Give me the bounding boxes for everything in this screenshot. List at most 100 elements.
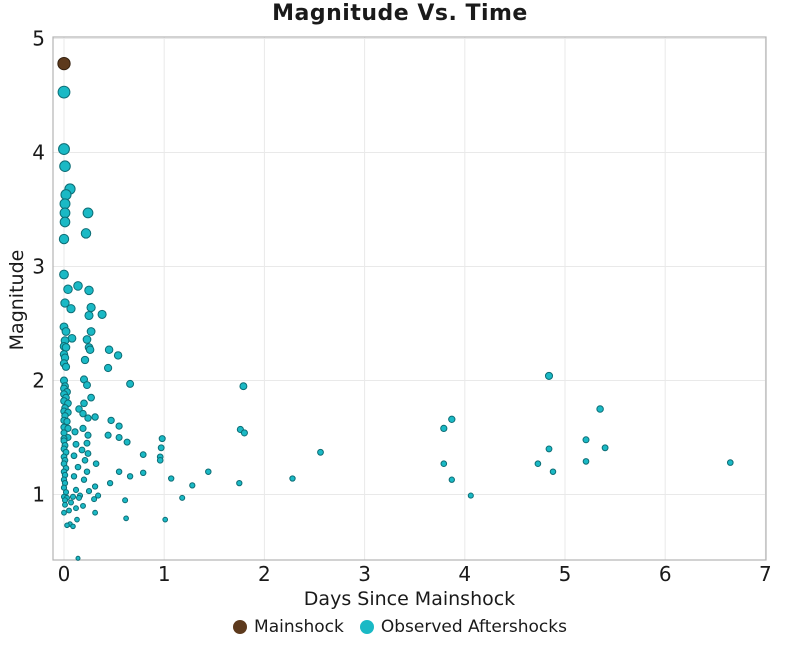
aftershock-point[interactable] bbox=[123, 438, 131, 446]
aftershock-point[interactable] bbox=[239, 382, 248, 391]
aftershock-point[interactable] bbox=[57, 85, 71, 99]
aftershock-point[interactable] bbox=[83, 439, 91, 447]
aftershock-point[interactable] bbox=[448, 476, 455, 483]
aftershock-point[interactable] bbox=[582, 458, 590, 465]
aftershock-point[interactable] bbox=[122, 497, 129, 504]
aftershock-point[interactable] bbox=[139, 469, 147, 477]
aftershock-point[interactable] bbox=[467, 492, 474, 499]
aftershock-point[interactable] bbox=[80, 502, 86, 509]
aftershock-point[interactable] bbox=[58, 233, 70, 245]
aftershock-point[interactable] bbox=[582, 436, 590, 444]
aftershock-point[interactable] bbox=[79, 424, 87, 432]
aftershock-point[interactable] bbox=[139, 451, 147, 458]
aftershock-point[interactable] bbox=[75, 494, 83, 501]
aftershock-point[interactable] bbox=[59, 198, 71, 210]
aftershock-point[interactable] bbox=[179, 494, 186, 501]
mainshock-point[interactable] bbox=[57, 56, 71, 71]
aftershock-point[interactable] bbox=[236, 479, 243, 487]
aftershock-point[interactable] bbox=[289, 475, 296, 482]
aftershock-point[interactable] bbox=[80, 228, 92, 239]
aftershock-point[interactable] bbox=[85, 345, 95, 354]
aftershock-point[interactable] bbox=[78, 446, 86, 454]
aftershock-point[interactable] bbox=[157, 444, 165, 452]
aftershock-point[interactable] bbox=[68, 499, 74, 506]
aftershock-point[interactable] bbox=[596, 405, 604, 413]
aftershock-point[interactable] bbox=[70, 473, 78, 480]
aftershock-point[interactable] bbox=[156, 456, 164, 464]
aftershock-point[interactable] bbox=[73, 505, 79, 512]
aftershock-point[interactable] bbox=[84, 414, 92, 422]
aftershock-point[interactable] bbox=[92, 509, 98, 516]
aftershock-point[interactable] bbox=[95, 492, 102, 499]
aftershock-point[interactable] bbox=[545, 445, 553, 453]
aftershock-point[interactable] bbox=[60, 298, 70, 308]
aftershock-point[interactable] bbox=[61, 509, 67, 516]
aftershock-point[interactable] bbox=[61, 362, 71, 371]
aftershock-point[interactable] bbox=[75, 555, 81, 561]
aftershock-point[interactable] bbox=[544, 371, 554, 380]
aftershock-point[interactable] bbox=[81, 456, 89, 464]
aftershock-point[interactable] bbox=[70, 523, 76, 530]
aftershock-point[interactable] bbox=[62, 501, 68, 508]
aftershock-point[interactable] bbox=[66, 304, 76, 314]
aftershock-point[interactable] bbox=[80, 399, 88, 408]
aftershock-point[interactable] bbox=[84, 310, 94, 321]
aftershock-point[interactable] bbox=[59, 207, 71, 219]
aftershock-point[interactable] bbox=[168, 475, 175, 482]
aftershock-point[interactable] bbox=[440, 424, 448, 432]
aftershock-point[interactable] bbox=[91, 413, 99, 421]
aftershock-point[interactable] bbox=[104, 431, 112, 439]
aftershock-point[interactable] bbox=[317, 448, 324, 456]
aftershock-point[interactable] bbox=[115, 422, 123, 430]
aftershock-point[interactable] bbox=[63, 417, 71, 426]
aftershock-point[interactable] bbox=[74, 463, 82, 471]
aftershock-point[interactable] bbox=[69, 493, 77, 500]
aftershock-point[interactable] bbox=[61, 327, 71, 336]
aftershock-point[interactable] bbox=[123, 515, 129, 522]
aftershock-point[interactable] bbox=[726, 459, 734, 466]
aftershock-point[interactable] bbox=[104, 363, 113, 373]
aftershock-point[interactable] bbox=[64, 424, 72, 432]
legend-item-mainshock[interactable]: Mainshock bbox=[233, 617, 344, 637]
aftershock-point[interactable] bbox=[79, 409, 87, 418]
aftershock-point[interactable] bbox=[58, 143, 70, 156]
aftershock-point[interactable] bbox=[126, 473, 134, 480]
aftershock-point[interactable] bbox=[158, 435, 166, 443]
aftershock-point[interactable] bbox=[115, 433, 123, 442]
aftershock-point[interactable] bbox=[59, 216, 71, 228]
aftershock-point[interactable] bbox=[66, 507, 72, 514]
aftershock-point[interactable] bbox=[86, 302, 96, 313]
aftershock-point[interactable] bbox=[205, 468, 212, 475]
aftershock-point[interactable] bbox=[189, 482, 196, 489]
aftershock-point[interactable] bbox=[70, 452, 78, 460]
aftershock-point[interactable] bbox=[601, 444, 609, 452]
aftershock-point[interactable] bbox=[83, 468, 91, 475]
aftershock-point[interactable] bbox=[71, 428, 79, 436]
aftershock-point[interactable] bbox=[84, 285, 94, 296]
aftershock-point[interactable] bbox=[75, 405, 83, 413]
aftershock-point[interactable] bbox=[64, 522, 70, 529]
aftershock-point[interactable] bbox=[61, 343, 71, 352]
aftershock-point[interactable] bbox=[85, 488, 93, 495]
aftershock-point[interactable] bbox=[59, 269, 69, 280]
aftershock-point[interactable] bbox=[74, 516, 80, 523]
aftershock-point[interactable] bbox=[84, 431, 92, 439]
aftershock-point[interactable] bbox=[83, 381, 91, 390]
aftershock-point[interactable] bbox=[82, 207, 94, 219]
aftershock-point[interactable] bbox=[82, 335, 92, 344]
aftershock-point[interactable] bbox=[240, 429, 248, 437]
aftershock-point[interactable] bbox=[80, 355, 90, 365]
aftershock-point[interactable] bbox=[59, 160, 71, 172]
aftershock-point[interactable] bbox=[448, 415, 456, 423]
aftershock-point[interactable] bbox=[92, 460, 100, 468]
aftershock-point[interactable] bbox=[126, 379, 135, 388]
aftershock-point[interactable] bbox=[97, 309, 107, 319]
aftershock-point[interactable] bbox=[73, 281, 83, 291]
aftershock-point[interactable] bbox=[87, 393, 95, 402]
aftershock-point[interactable] bbox=[113, 351, 123, 360]
aftershock-point[interactable] bbox=[534, 460, 542, 468]
aftershock-point[interactable] bbox=[60, 189, 72, 201]
aftershock-point[interactable] bbox=[162, 516, 169, 523]
aftershock-point[interactable] bbox=[104, 345, 114, 354]
